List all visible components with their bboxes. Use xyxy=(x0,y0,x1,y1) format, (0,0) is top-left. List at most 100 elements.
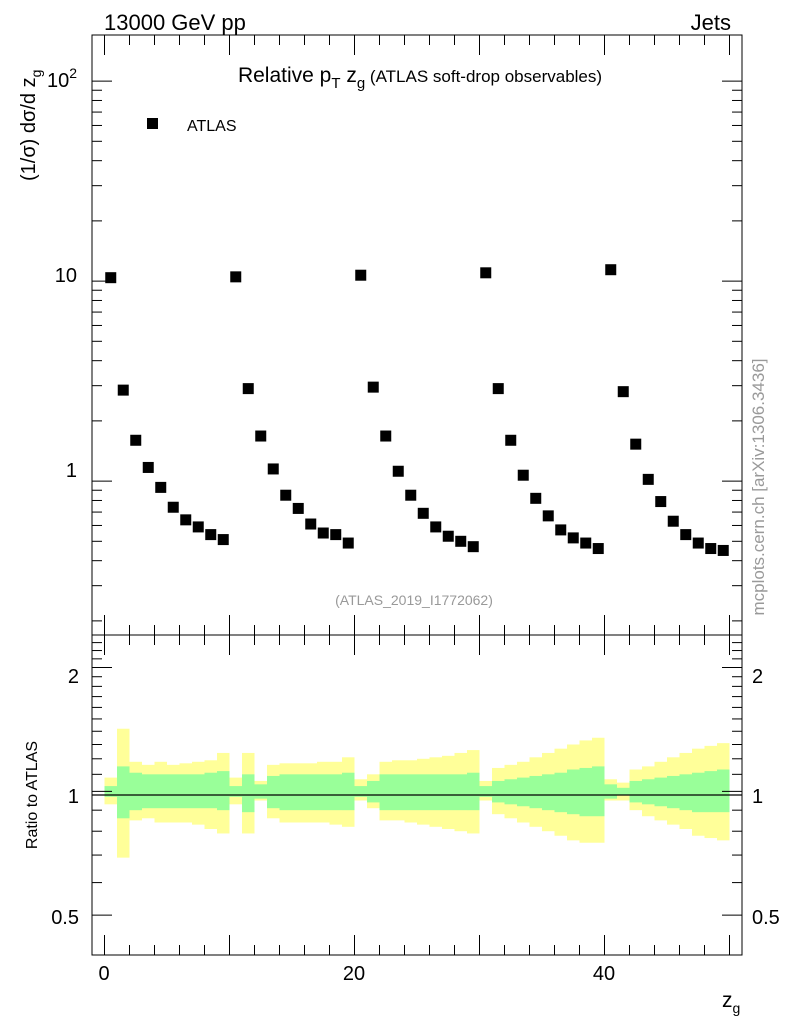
ratio-band-inner-47 xyxy=(692,772,705,813)
data-point-39 xyxy=(592,543,604,555)
data-point-7 xyxy=(192,521,204,533)
data-point-24 xyxy=(405,489,417,501)
ratio-band-inner-15 xyxy=(292,774,305,811)
data-point-45 xyxy=(667,515,679,527)
data-point-17 xyxy=(317,527,329,539)
ratio-band-inner-19 xyxy=(342,772,355,811)
title-prefix: Relative p xyxy=(238,64,331,87)
data-point-21 xyxy=(367,381,379,393)
ratio-band-inner-34 xyxy=(529,775,542,809)
plot-title: Relative pT zg (ATLAS soft-drop observab… xyxy=(238,64,602,92)
data-point-37 xyxy=(567,532,579,544)
ratio-ytick-left-2: 2 xyxy=(68,666,79,688)
category-label: Jets xyxy=(691,10,731,35)
ratio-band-inner-14 xyxy=(279,774,292,811)
data-point-9 xyxy=(217,534,229,546)
data-point-4 xyxy=(155,481,167,493)
data-point-15 xyxy=(292,502,304,514)
data-point-27 xyxy=(442,530,454,542)
ratio-band-inner-5 xyxy=(167,774,180,809)
data-point-2 xyxy=(130,434,142,446)
ratio-xlabel-main: z xyxy=(722,989,733,1012)
ytick-label-100: 102 xyxy=(47,65,77,92)
ratio-band-inner-21 xyxy=(367,780,380,803)
data-point-8 xyxy=(205,529,217,541)
main-markers xyxy=(105,264,729,556)
data-point-36 xyxy=(555,524,567,536)
data-point-43 xyxy=(642,473,654,485)
ytick-100-exp: 2 xyxy=(69,65,77,81)
xtick-label-40: 40 xyxy=(593,963,615,985)
data-point-19 xyxy=(342,537,354,549)
ratio-ytick-right-0.5: 0.5 xyxy=(752,907,780,929)
ratio-band-inner-12 xyxy=(254,784,267,799)
ytick-label-10: 10 xyxy=(55,265,77,287)
data-point-35 xyxy=(542,510,554,522)
data-point-34 xyxy=(530,492,542,504)
energy-label: 13000 GeV pp xyxy=(104,10,246,35)
data-point-18 xyxy=(330,529,342,541)
ratio-band-inner-30 xyxy=(479,786,492,797)
data-point-40 xyxy=(605,264,617,276)
ratio-band-inner-26 xyxy=(429,774,442,811)
main-ylabel-sub: g xyxy=(28,70,44,78)
data-point-44 xyxy=(655,496,667,508)
data-point-46 xyxy=(680,529,692,541)
data-point-29 xyxy=(467,541,479,553)
ratio-ytick-right-2: 2 xyxy=(752,666,763,688)
data-point-16 xyxy=(305,518,317,530)
ratio-xlabel: zg xyxy=(722,989,740,1016)
ratio-band-inner-32 xyxy=(504,779,517,805)
ratio-band-inner-28 xyxy=(454,774,467,811)
main-plot-panel: Relative pT zg (ATLAS soft-drop observab… xyxy=(18,34,743,636)
data-point-38 xyxy=(580,537,592,549)
legend-label: ATLAS xyxy=(187,118,237,135)
data-point-47 xyxy=(692,537,704,549)
main-ylabel: (1/σ) dσ/d zg xyxy=(18,70,44,181)
xtick-label-20: 20 xyxy=(343,963,365,985)
data-point-25 xyxy=(417,507,429,519)
ratio-band-inner-41 xyxy=(617,787,630,795)
ratio-band-inner-8 xyxy=(204,772,217,809)
title-mid: z xyxy=(341,64,357,87)
ratio-band-inner-10 xyxy=(229,786,242,797)
ratio-ytick-left-0.5: 0.5 xyxy=(51,907,79,929)
data-point-32 xyxy=(505,434,517,446)
ratio-ylabel: Ratio to ATLAS xyxy=(24,741,41,849)
data-point-48 xyxy=(705,543,717,555)
ratio-band-inner-39 xyxy=(592,766,605,817)
data-point-10 xyxy=(230,271,242,283)
watermark: mcplots.cern.ch [arXiv:1306.3436] xyxy=(749,358,768,615)
ytick-label-1: 1 xyxy=(66,460,77,482)
ratio-band-inner-23 xyxy=(392,774,405,811)
ratio-band-inner-7 xyxy=(192,774,205,809)
data-point-23 xyxy=(392,465,404,477)
main-ticks xyxy=(92,35,742,635)
ratio-xlabel-sub: g xyxy=(733,1000,741,1016)
data-point-13 xyxy=(267,463,279,475)
ratio-band-inner-29 xyxy=(467,772,480,811)
data-point-12 xyxy=(255,430,267,442)
ratio-band-inner-3 xyxy=(142,774,155,809)
data-point-33 xyxy=(517,469,529,481)
ratio-band-inner-16 xyxy=(304,774,317,811)
ratio-ticks xyxy=(92,634,742,956)
data-point-30 xyxy=(480,267,492,279)
data-point-14 xyxy=(280,489,292,501)
data-point-42 xyxy=(630,438,642,450)
ratio-band-inner-35 xyxy=(542,774,555,811)
data-point-1 xyxy=(117,384,129,396)
ratio-band-inner-42 xyxy=(629,780,642,803)
analysis-id: (ATLAS_2019_I1772062) xyxy=(335,592,493,608)
ratio-band-inner-6 xyxy=(179,774,192,809)
data-point-3 xyxy=(142,461,154,473)
data-point-26 xyxy=(430,521,442,533)
ratio-band-inner-11 xyxy=(242,774,255,813)
ratio-band-inner-25 xyxy=(417,774,430,811)
xtick-label-0: 0 xyxy=(98,963,109,985)
data-point-31 xyxy=(492,383,504,395)
ratio-band-inner-36 xyxy=(554,772,567,813)
data-point-22 xyxy=(380,430,392,442)
ratio-band-inner-40 xyxy=(604,784,617,799)
